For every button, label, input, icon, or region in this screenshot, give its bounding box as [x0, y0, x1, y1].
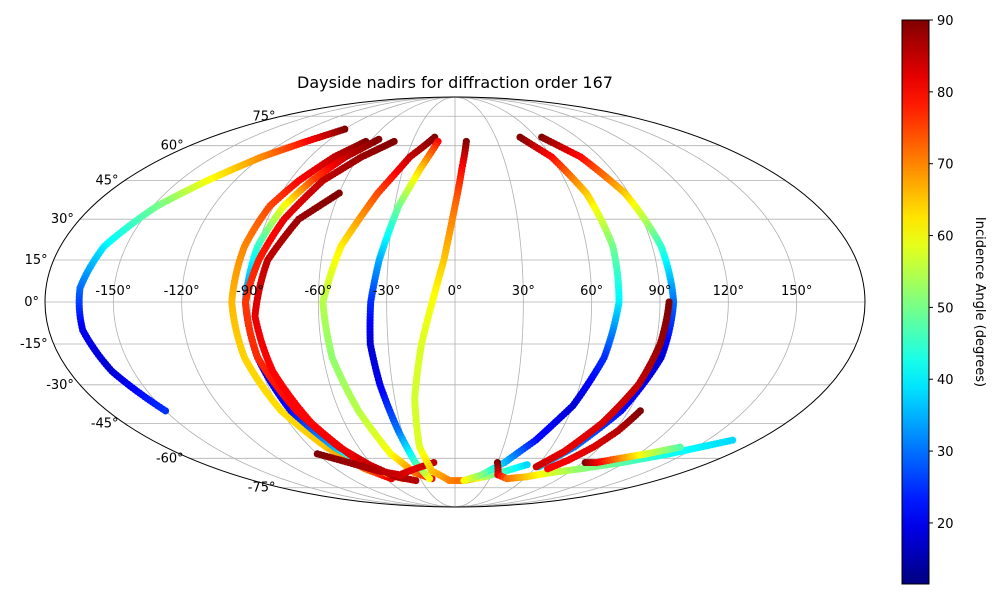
longitude-gridline	[454, 96, 524, 508]
colorbar-tick-label: 20	[937, 517, 954, 532]
latitude-tick-label: -75°	[248, 481, 276, 496]
longitude-tick-label: 120°	[713, 284, 744, 299]
longitude-tick-label: -90°	[236, 284, 264, 299]
chart-title: Dayside nadirs for diffraction order 167	[297, 73, 613, 92]
longitude-tick-label: -30°	[373, 284, 401, 299]
nadir-point	[460, 476, 468, 485]
colorbar-tick-label: 40	[937, 373, 954, 388]
colorbar-tick-label: 50	[937, 301, 954, 316]
latitude-tick-label: 0°	[24, 295, 39, 310]
nadir-point	[676, 443, 684, 451]
longitude-tick-label: 0°	[448, 284, 463, 299]
colorbar-tick-label: 70	[937, 158, 954, 173]
map-grid	[45, 96, 865, 508]
map-outline	[44, 96, 866, 508]
colorbar-tick-label: 60	[937, 230, 954, 245]
latitude-tick-label: 60°	[161, 139, 184, 154]
nadir-point	[161, 407, 170, 415]
longitude-gridline	[454, 96, 798, 508]
nadir-point	[523, 461, 531, 469]
nadir-point	[412, 476, 420, 485]
data-points	[75, 125, 737, 485]
nadir-point	[425, 475, 434, 483]
latitude-tick-label: 15°	[25, 253, 48, 268]
longitude-tick-label: -120°	[164, 284, 200, 299]
longitude-tick-label: 30°	[512, 284, 535, 299]
colorbar-gradient	[901, 19, 930, 585]
latitude-tick-label: 75°	[252, 109, 275, 124]
longitude-gridline	[454, 96, 593, 508]
colorbar-tick-label: 30	[937, 445, 954, 460]
longitude-gridline	[112, 96, 456, 508]
longitude-gridline	[454, 96, 661, 508]
latitude-tick-label: 45°	[96, 174, 119, 189]
latitude-tick-label: -45°	[91, 416, 119, 431]
longitude-tick-label: 150°	[781, 284, 812, 299]
latitude-tick-label: -30°	[46, 378, 74, 393]
longitude-tick-label: -150°	[95, 284, 131, 299]
longitude-tick-labels: -150° -120° -90° -60° -30° 0° 30° 60° 90° 120° 150…	[95, 284, 812, 299]
map-boundary	[44, 96, 866, 508]
colorbar-tick-labels: 20 30 40 50 60 70 80 90	[929, 14, 954, 532]
latitude-tick-label: -15°	[20, 337, 48, 352]
nadir-point	[728, 436, 737, 444]
longitude-tick-label: 90°	[648, 284, 671, 299]
colorbar: 20 30 40 50 60 70 80 90 Incidence Angle (degree…	[901, 14, 987, 585]
latitude-tick-labels: -75° -60° -45° -30° -15° 0° 15° 30° 45° 60° 75°	[20, 109, 276, 495]
longitude-tick-label: -60°	[304, 284, 332, 299]
longitude-gridline	[181, 96, 456, 508]
latitude-tick-label: 30°	[51, 212, 74, 227]
colorbar-label: Incidence Angle (degrees)	[972, 217, 987, 387]
colorbar-tick-label: 90	[937, 14, 954, 29]
latitude-tick-label: -60°	[156, 451, 184, 466]
nadir-point	[544, 465, 552, 473]
longitude-tick-label: 60°	[580, 284, 603, 299]
nadir-point	[532, 463, 540, 471]
colorbar-tick-label: 80	[937, 86, 954, 101]
